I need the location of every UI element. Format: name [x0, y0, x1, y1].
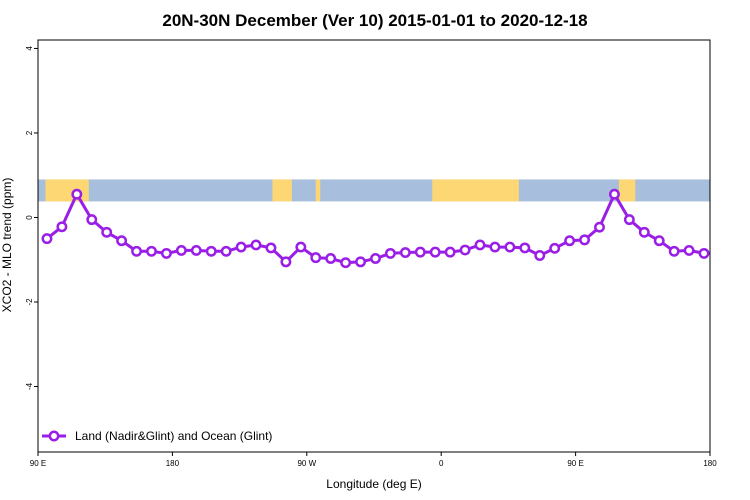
data-point	[444, 246, 456, 258]
data-point	[370, 253, 381, 264]
data-point	[489, 241, 501, 253]
y-tick-label-2: 0	[25, 215, 34, 220]
data-point	[653, 235, 665, 247]
data-point	[325, 253, 337, 264]
chart-title: 20N-30N December (Ver 10) 2015-01-01 to …	[162, 11, 587, 30]
map-land-4	[618, 179, 636, 202]
data-point	[175, 244, 187, 256]
data-point	[220, 245, 232, 257]
plot-frame	[37, 39, 711, 453]
y-axis: 4 2 0 -2 -4	[25, 46, 38, 390]
x-tick-label-2: 90 W	[297, 459, 316, 468]
data-point	[534, 250, 546, 261]
data-point	[459, 244, 471, 256]
legend-label: Land (Nadir&Glint) and Ocean (Glint)	[75, 429, 272, 443]
data-point	[608, 188, 620, 200]
data-point	[310, 252, 322, 264]
data-point	[101, 226, 113, 238]
legend-marker-swatch	[48, 430, 60, 442]
data-point	[638, 226, 650, 238]
map-land-1	[272, 179, 292, 202]
data-point	[384, 247, 396, 259]
data-point	[131, 245, 143, 257]
data-point	[86, 214, 98, 226]
series-line-0	[46, 192, 705, 265]
data-point	[519, 242, 531, 254]
x-axis: 90 E 180 90 W 0 90 E 180	[30, 452, 717, 468]
map-land-2	[315, 179, 321, 202]
series-layer	[41, 188, 710, 269]
data-point	[41, 233, 53, 245]
data-point	[250, 239, 262, 251]
data-point	[683, 244, 695, 256]
data-point	[429, 246, 441, 258]
data-point	[265, 242, 277, 254]
data-point	[295, 241, 307, 253]
x-tick-label-5: 180	[703, 459, 717, 468]
data-point	[668, 245, 680, 257]
data-point	[594, 221, 605, 233]
data-point	[549, 242, 561, 254]
data-point	[355, 256, 367, 268]
data-point	[414, 246, 426, 258]
x-tick-label-4: 90 E	[567, 459, 583, 468]
data-point	[504, 241, 516, 253]
y-tick-label-3: -2	[25, 298, 34, 306]
map-land-0	[45, 179, 89, 202]
data-point	[474, 239, 486, 251]
legend: Land (Nadir&Glint) and Ocean (Glint)	[42, 429, 272, 443]
data-point	[160, 247, 172, 259]
y-tick-label-1: 2	[25, 130, 34, 135]
data-point	[340, 257, 352, 269]
world-map-strip	[38, 179, 710, 202]
x-tick-label-1: 180	[166, 459, 180, 468]
x-axis-label: Longitude (deg E)	[326, 477, 421, 491]
data-point	[190, 244, 202, 256]
y-axis-label: XCO2 - MLO trend (ppm)	[0, 178, 14, 313]
data-point	[235, 241, 247, 253]
x-tick-label-3: 0	[439, 459, 444, 468]
data-point	[698, 247, 710, 259]
data-point	[146, 245, 157, 257]
data-point	[564, 235, 576, 247]
data-point	[280, 256, 292, 268]
x-tick-label-0: 90 E	[30, 459, 46, 468]
data-point	[399, 247, 411, 258]
map-land-3	[432, 179, 519, 202]
data-point	[116, 235, 128, 247]
y-tick-label-4: -4	[25, 382, 34, 390]
data-point	[205, 245, 217, 257]
y-tick-label-0: 4	[25, 46, 34, 51]
data-point	[71, 188, 83, 200]
data-point	[579, 234, 591, 246]
data-point	[623, 214, 635, 226]
data-point	[56, 221, 68, 233]
map-ocean	[38, 179, 710, 202]
